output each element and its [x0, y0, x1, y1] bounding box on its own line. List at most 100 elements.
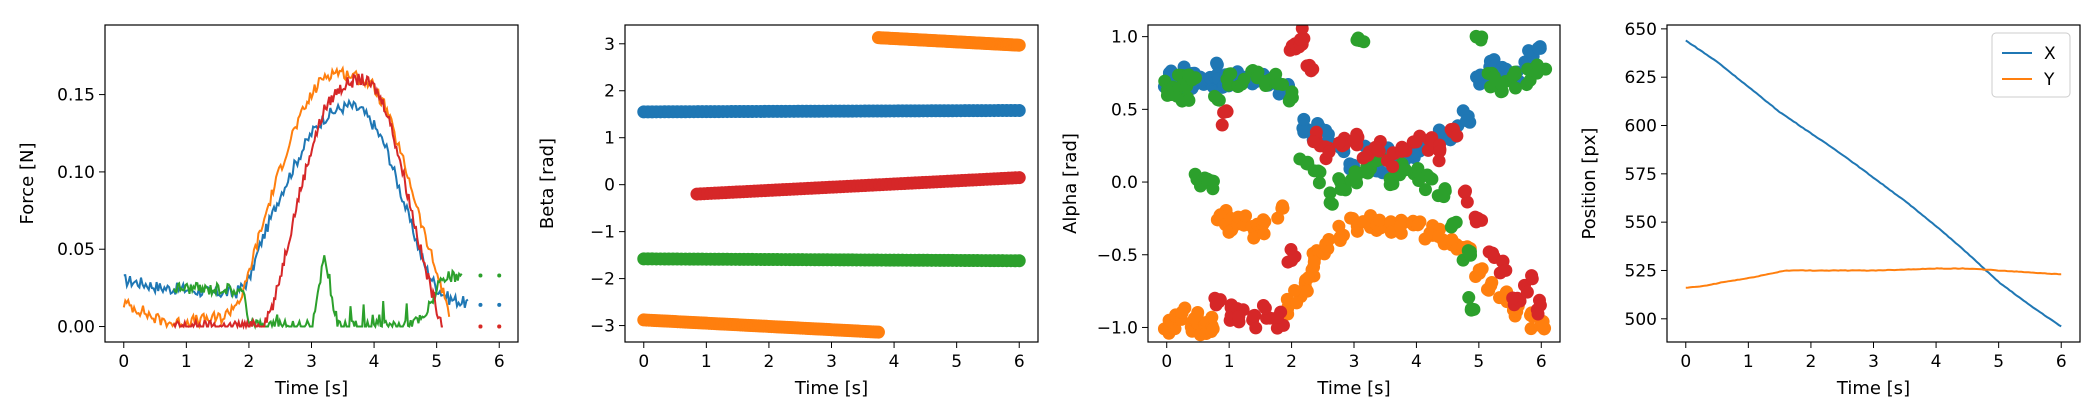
x-tick-label: 3: [1349, 352, 1360, 372]
scatter-point: [1347, 133, 1361, 147]
scatter-point: [1224, 67, 1238, 81]
y-tick-label: −2: [590, 270, 615, 290]
plot-area: [122, 65, 502, 331]
y-tick-label: −1.0: [1097, 318, 1138, 338]
scatter-point: [1012, 38, 1026, 52]
y-tick-label: −0.5: [1097, 246, 1138, 266]
scatter-point: [1275, 201, 1289, 215]
series-line-red: [172, 73, 443, 331]
x-tick-label: 5: [951, 352, 962, 372]
scatter-point: [1373, 213, 1387, 227]
x-tick-label: 1: [181, 352, 192, 372]
x-tick-label: 6: [1536, 352, 1547, 372]
x-tick-label: 2: [1806, 352, 1817, 372]
series-line-orange: [122, 65, 451, 330]
y-tick-label: 0.05: [57, 240, 95, 260]
scatter-point: [871, 325, 885, 339]
scatter-point: [1520, 285, 1534, 299]
scatter-point: [1446, 217, 1460, 231]
scatter-point: [1182, 68, 1196, 82]
scatter-point: [1353, 34, 1367, 48]
x-tick-label: 5: [1993, 352, 2004, 372]
scatter-point: [1411, 218, 1425, 232]
scatter-point: [1307, 164, 1321, 178]
scatter-point: [1334, 182, 1348, 196]
scatter-point: [1271, 77, 1285, 91]
scatter-point: [1205, 310, 1219, 324]
y-axis-label: Position [px]: [1579, 128, 1600, 240]
y-tick-label: 0.00: [57, 318, 95, 338]
series-tail-dot: [478, 324, 483, 329]
scatter-point: [1438, 182, 1452, 196]
x-tick-label: 1: [1224, 352, 1235, 372]
y-axis-label: Beta [rad]: [537, 138, 558, 229]
scatter-point: [1322, 145, 1336, 159]
scatter-point: [1530, 66, 1544, 80]
y-tick-label: 525: [1625, 261, 1657, 281]
legend-label: X: [2044, 44, 2056, 64]
series-line-X: [1685, 39, 2062, 328]
series-line-green: [172, 255, 463, 331]
scatter-point: [1445, 233, 1459, 247]
scatter-point: [1459, 114, 1473, 128]
y-tick-label: 0.0: [1111, 173, 1138, 193]
x-tick-label: 1: [1743, 352, 1754, 372]
x-tick-label: 2: [764, 352, 775, 372]
y-tick-label: 625: [1625, 68, 1657, 88]
scatter-point: [1508, 67, 1522, 81]
plot-area: [637, 31, 1026, 339]
scatter-point: [1257, 227, 1271, 241]
scatter-point: [1209, 298, 1223, 312]
chart-panel-1: 0 1 2 3 4 5 6 0.00 0.05 0.10 0.15 Time [s] Force [N]: [17, 24, 519, 399]
x-tick-label: 0: [1161, 352, 1172, 372]
scatter-point: [1525, 269, 1539, 283]
y-tick-label: 3: [604, 35, 615, 55]
scatter-point: [1271, 211, 1285, 225]
chart-panel-3: 0 1 2 3 4 5 6 −1.0 −0.5 0.0 0.5 1.0 Time [s] Alpha [r…: [1060, 24, 1561, 399]
scatter-point: [1301, 271, 1315, 285]
scatter-point: [1171, 68, 1185, 82]
scatter-point: [1499, 263, 1513, 277]
scatter-point: [1297, 112, 1311, 126]
scatter-point: [1356, 151, 1370, 165]
scatter-point: [1423, 171, 1437, 185]
scatter-point: [1222, 225, 1236, 239]
x-tick-label: 2: [244, 352, 255, 372]
scatter-point: [1012, 103, 1026, 117]
chart-panel-4: 0 1 2 3 4 5 6 500 525 550 575 600 625 650 Time [s] Posi…: [1579, 20, 2081, 399]
scatter-point: [1249, 321, 1263, 335]
scatter-point: [1206, 182, 1220, 196]
y-tick-label: 1: [604, 129, 615, 149]
x-axis-label: Time [s]: [1836, 378, 1910, 399]
x-tick-label: 0: [118, 352, 129, 372]
x-tick-label: 3: [1868, 352, 1879, 372]
x-axis-label: Time [s]: [1316, 378, 1390, 399]
scatter-point: [1258, 301, 1272, 315]
y-tick-label: 1.0: [1111, 28, 1138, 48]
scatter-point: [1256, 213, 1270, 227]
chart-panel-2: 0 1 2 3 4 5 6 −3 −2 −1 0 1 2 3 Time [s] Beta [rad]: [537, 24, 1039, 399]
scatter-point: [1484, 80, 1498, 94]
scatter-point: [1361, 166, 1375, 180]
scatter-point: [1472, 263, 1486, 277]
scatter-point: [1295, 25, 1309, 35]
legend-label: Y: [2043, 70, 2055, 90]
y-tick-label: 0.15: [57, 86, 95, 106]
y-axis-label: Force [N]: [17, 143, 38, 225]
scatter-point: [1418, 183, 1432, 197]
x-tick-label: 2: [1286, 352, 1297, 372]
scatter-point: [1409, 135, 1423, 149]
series-tail-dot: [478, 273, 483, 278]
scatter-point: [1460, 195, 1474, 209]
x-tick-label: 3: [826, 352, 837, 372]
scatter-point: [1471, 211, 1485, 225]
scatter-point: [1383, 178, 1397, 192]
scatter-point: [1531, 307, 1545, 321]
x-tick-label: 6: [1014, 352, 1025, 372]
scatter-point: [1332, 136, 1346, 150]
y-tick-label: 575: [1625, 165, 1657, 185]
y-tick-label: 500: [1625, 310, 1657, 330]
y-tick-label: 550: [1625, 213, 1657, 233]
scatter-point: [1495, 77, 1509, 91]
